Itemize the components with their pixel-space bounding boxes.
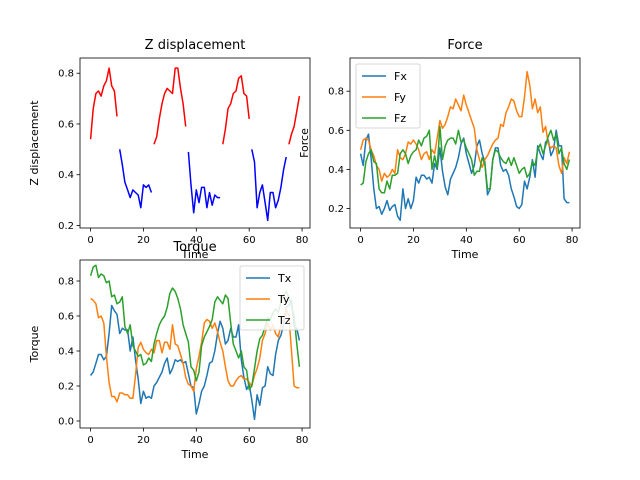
plot-area — [89, 67, 301, 222]
x-tick-label: 80 — [296, 235, 309, 246]
legend-box — [239, 265, 305, 331]
x-axis-label: Time — [451, 248, 479, 261]
x-tick-label: 60 — [243, 235, 256, 246]
y-axis-label: Torque — [28, 325, 41, 363]
y-tick-label: 0.8 — [58, 277, 74, 288]
series-line-tx — [89, 299, 301, 421]
y-axis-label: Z displacement — [28, 100, 41, 186]
y-tick-label: 0.4 — [58, 347, 74, 358]
legend-label-tz: Tz — [277, 314, 291, 327]
series-line-ty — [90, 297, 300, 403]
legend-label-fy: Fy — [394, 91, 406, 104]
x-tick-label: 40 — [460, 235, 473, 246]
y-tick-label: 0.2 — [58, 221, 74, 232]
series-segment-red-2 — [153, 67, 187, 145]
legend: Tx Ty Tz — [239, 265, 305, 331]
series-line-fy — [359, 70, 571, 182]
y-tick-label: 0.2 — [328, 204, 344, 215]
x-tick-label: 20 — [137, 235, 150, 246]
x-tick-label: 0 — [87, 435, 93, 446]
x-tick-label: 0 — [87, 235, 93, 246]
series-segment-blue-5 — [251, 149, 287, 222]
series-segment-red-0 — [89, 67, 118, 140]
legend-box — [355, 63, 421, 129]
x-tick-label: 20 — [137, 435, 150, 446]
y-tick-label: 0.6 — [58, 312, 74, 323]
series-segment-blue-1 — [118, 149, 153, 209]
x-axis-label: Time — [181, 448, 209, 461]
y-tick-label: 0.6 — [328, 126, 344, 137]
x-tick-label: 60 — [243, 435, 256, 446]
y-tick-label: 0.4 — [328, 165, 344, 176]
subplot-torque: 0 20 40 60 800.00.20.40.60.8TorqueTimeTorque… — [28, 240, 311, 461]
x-tick-label: 80 — [566, 235, 579, 246]
subplot-z-displacement: 0 20 40 60 80 0.2 0.4 0.6 0.8 Z displacement Time Z… — [28, 38, 311, 261]
x-tick-label: 60 — [513, 235, 526, 246]
x-tick-label: 40 — [190, 235, 203, 246]
series-segment-red-4 — [222, 75, 250, 145]
legend-label-tx: Tx — [277, 272, 292, 285]
series-segment-blue-3 — [187, 151, 221, 214]
y-tick-label: 0.2 — [58, 382, 74, 393]
y-axis-label: Force — [298, 128, 311, 158]
legend-label-fz: Fz — [394, 112, 406, 125]
axes-frame — [79, 57, 311, 229]
y-tick-label: 0.4 — [58, 170, 74, 181]
x-axis-label: Time — [181, 248, 209, 261]
y-tick-label: 0.8 — [58, 69, 74, 80]
series-line-fz — [360, 125, 571, 194]
subplot-force: 0 20 40 60 800.20.40.60.8ForceTimeForceFxFyF… — [298, 38, 581, 261]
x-tick-label: 20 — [407, 235, 420, 246]
legend: Fx Fy Fz — [355, 63, 421, 129]
chart-title: Torque — [172, 240, 216, 255]
y-tick-label: 0.6 — [58, 119, 74, 130]
x-tick-label: 0 — [357, 235, 363, 246]
y-tick-label: 0.8 — [328, 87, 344, 98]
axes-frame — [79, 259, 311, 429]
legend-label-fx: Fx — [394, 70, 407, 83]
x-tick-label: 40 — [190, 435, 203, 446]
chart-title: Force — [447, 38, 482, 53]
axes-frame — [349, 57, 581, 229]
legend-label-ty: Ty — [277, 293, 290, 306]
chart-title: Z displacement — [145, 38, 246, 53]
series-segment-red-6 — [288, 95, 301, 145]
plot-area — [359, 70, 571, 221]
y-tick-label: 0.0 — [58, 417, 74, 428]
x-tick-label: 80 — [296, 435, 309, 446]
